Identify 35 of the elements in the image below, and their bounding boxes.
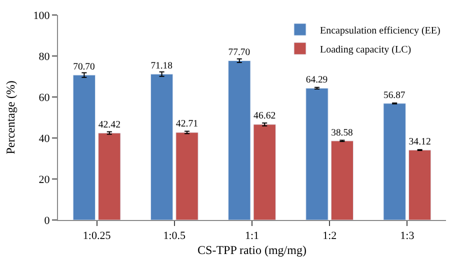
x-tick-label: 1:3	[400, 230, 415, 242]
x-tick-label: 1:0.5	[163, 230, 186, 242]
legend-label: Loading capacity (LC)	[320, 44, 412, 56]
bar	[150, 74, 174, 220]
data-label: 34.12	[408, 136, 431, 148]
bar	[72, 74, 96, 220]
x-tick-label: 1:1	[244, 230, 260, 242]
data-label: 64.29	[306, 74, 328, 86]
data-label: 56.87	[384, 90, 406, 101]
bar	[98, 132, 121, 220]
y-tick-label: 20	[38, 174, 50, 186]
x-axis-title: CS-TPP ratio (mg/mg)	[198, 243, 306, 258]
data-label: 42.71	[176, 118, 198, 130]
y-tick-label: 100	[33, 10, 50, 22]
y-tick-label: 60	[38, 92, 50, 104]
bar	[306, 88, 328, 220]
data-label: 42.42	[98, 119, 121, 130]
y-tick-label: 0	[44, 214, 50, 227]
data-label: 77.70	[228, 47, 250, 58]
bar	[383, 103, 406, 220]
x-tick-label: 1:2	[322, 230, 337, 242]
bar	[228, 60, 251, 220]
bar	[176, 132, 198, 220]
y-tick-label: 40	[38, 132, 50, 145]
y-axis-title: Percentage (%)	[4, 80, 18, 154]
bar	[330, 140, 354, 220]
legend-label: Encapsulation efficiency (EE)	[320, 25, 440, 36]
data-label: 38.58	[331, 127, 354, 138]
x-tick-label: 1:0.25	[82, 230, 112, 242]
data-label: 46.62	[254, 110, 276, 122]
bar	[408, 150, 432, 220]
y-tick-label: 80	[38, 50, 50, 63]
data-label: 70.70	[73, 61, 95, 72]
data-label: 71.18	[150, 60, 173, 72]
bar	[253, 124, 276, 220]
